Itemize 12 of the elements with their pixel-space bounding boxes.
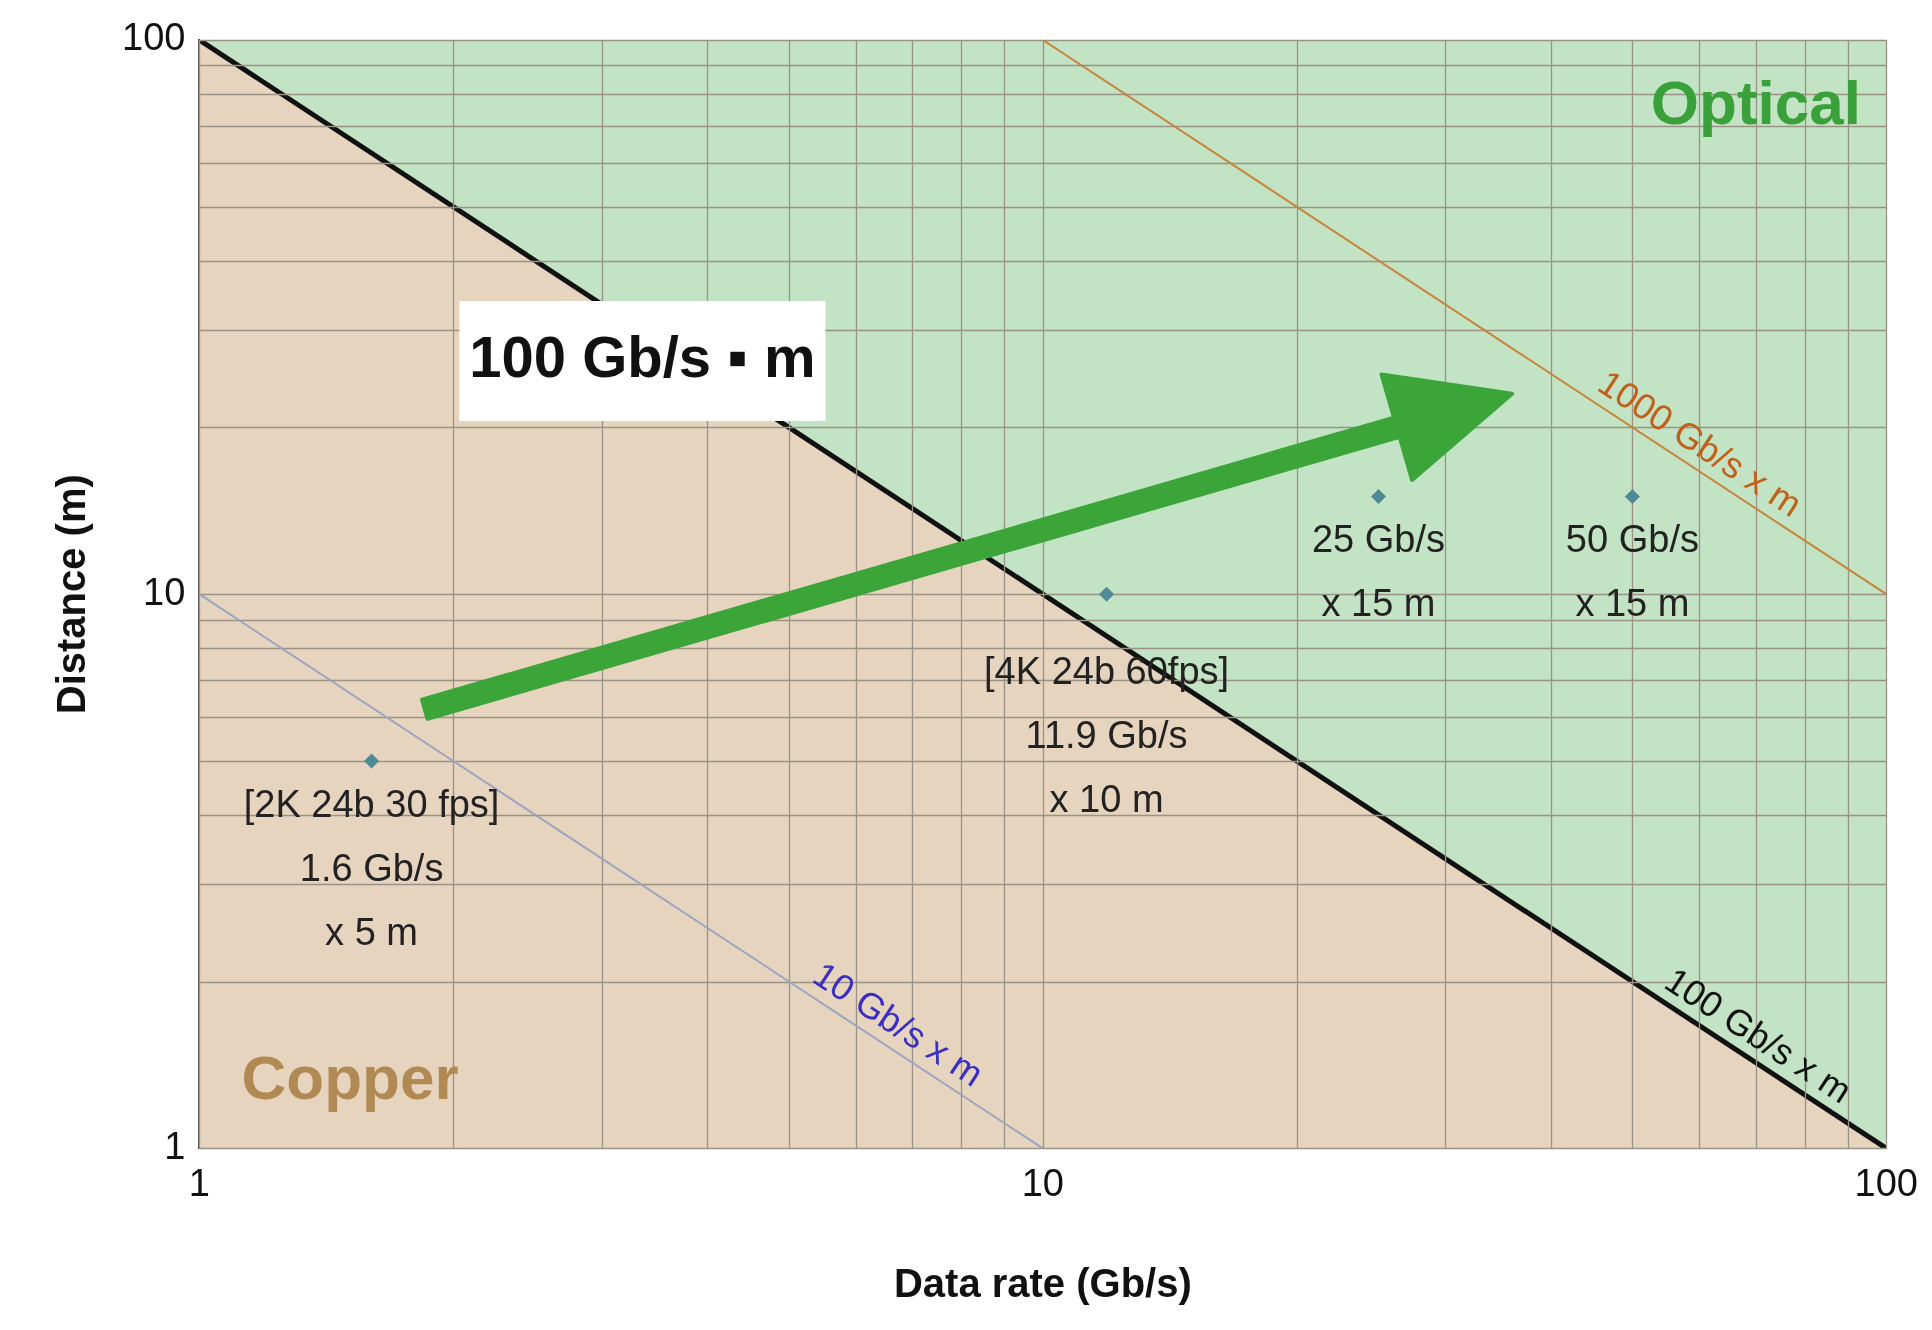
y-tick-label: 100 — [122, 16, 186, 59]
annotation: 100 Gb/s ▪ m — [469, 323, 816, 389]
y-axis-title: Distance (m) — [49, 474, 94, 715]
annotation: 10 Gb/s x m — [806, 953, 991, 1095]
annotation: 100 Gb/s x m — [1657, 959, 1860, 1112]
x-axis-title: Data rate (Gb/s) — [893, 1261, 1192, 1306]
y-tick-label: 10 — [143, 570, 186, 613]
x-tick-label: 10 — [1021, 1161, 1064, 1204]
annotation: [2K 24b 30 fps] 1.6 Gb/s x 5 m — [243, 782, 500, 953]
y-tick-label: 1 — [164, 1124, 186, 1167]
annotation: 25 Gb/s x 15 m — [1311, 518, 1446, 625]
x-tick-label: 100 — [1854, 1161, 1918, 1204]
